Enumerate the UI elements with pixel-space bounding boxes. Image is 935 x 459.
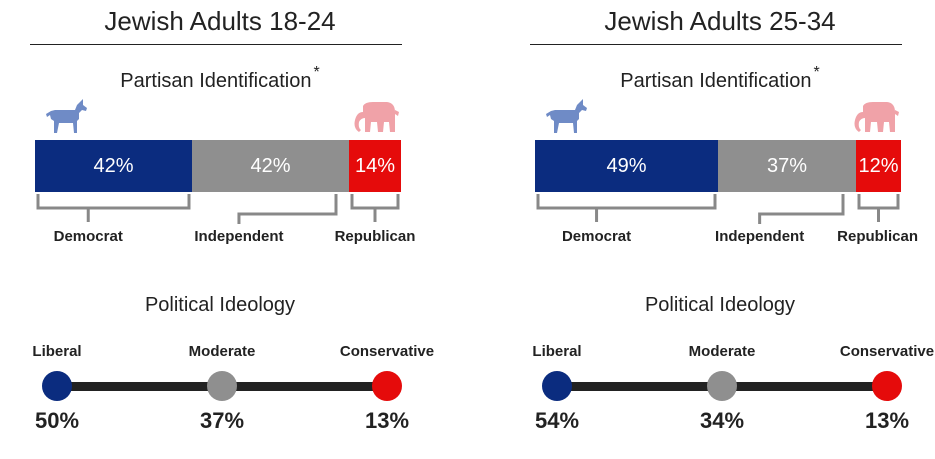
- bar-segment-democrat: 49%: [535, 140, 718, 192]
- party-label-independent: Independent: [194, 228, 284, 245]
- partisan-bar: 49% 37% 12%: [535, 140, 901, 192]
- ideology-value-liberal: 54%: [534, 408, 580, 433]
- ideology-point-moderate: [207, 371, 237, 401]
- ideology-label-conservative: Conservative: [339, 343, 435, 360]
- ideology-label-conservative: Conservative: [839, 343, 935, 360]
- panel-25-34: Jewish Adults 25-34 Partisan Identificat…: [520, 0, 934, 459]
- title-rule: [30, 44, 402, 45]
- footnote-mark: *: [813, 64, 820, 81]
- donkey-icon: [45, 99, 89, 140]
- footnote-mark: *: [313, 64, 320, 81]
- ideology-value-conservative: 13%: [864, 408, 910, 433]
- partisan-subtitle: Partisan Identification *: [20, 64, 420, 93]
- party-label-democrat: Democrat: [53, 228, 123, 245]
- partisan-subtitle: Partisan Identification *: [520, 64, 920, 93]
- party-label-republican: Republican: [837, 228, 918, 245]
- partisan-bar: 42% 42% 14%: [35, 140, 401, 192]
- ideology-point-conservative: [372, 371, 402, 401]
- ideology-point-conservative: [872, 371, 902, 401]
- bar-segment-independent: 42%: [192, 140, 349, 192]
- panel-18-24: Jewish Adults 18-24 Partisan Identificat…: [20, 0, 434, 459]
- ideology-value-conservative: 13%: [364, 408, 410, 433]
- ideology-label-moderate: Moderate: [188, 343, 256, 360]
- party-label-democrat: Democrat: [561, 228, 632, 245]
- bar-value-label: 42%: [93, 154, 134, 177]
- donkey-icon: [545, 99, 589, 140]
- elephant-icon: [851, 100, 901, 139]
- ideology-point-moderate: [707, 371, 737, 401]
- ideology-label-moderate: Moderate: [688, 343, 756, 360]
- ideology-subtitle: Political Ideology: [644, 294, 796, 316]
- bar-value-label: 37%: [766, 154, 808, 177]
- ideology-label-liberal: Liberal: [32, 343, 82, 360]
- ideology-value-moderate: 37%: [199, 408, 245, 433]
- elephant-icon: [351, 100, 401, 139]
- bar-value-label: 49%: [606, 154, 647, 177]
- ideology-value-moderate: 34%: [699, 408, 745, 433]
- bar-segment-independent: 37%: [718, 140, 856, 192]
- partisan-subtitle-text: Partisan Identification: [620, 70, 812, 92]
- party-label-independent: Independent: [715, 228, 805, 245]
- ideology-subtitle: Political Ideology: [144, 294, 296, 316]
- bar-value-label: 12%: [858, 154, 899, 177]
- bar-value-label: 14%: [354, 154, 396, 177]
- ideology-point-liberal: [542, 371, 572, 401]
- chart-title: Jewish Adults 18-24: [104, 6, 336, 36]
- party-label-republican: Republican: [334, 228, 416, 245]
- partisan-subtitle-text: Partisan Identification: [120, 70, 312, 92]
- bar-value-label: 42%: [250, 154, 291, 177]
- bar-segment-democrat: 42%: [35, 140, 192, 192]
- bar-segment-republican: 12%: [856, 140, 901, 192]
- ideology-label-liberal: Liberal: [532, 343, 582, 360]
- ideology-value-liberal: 50%: [34, 408, 80, 433]
- bar-segment-republican: 14%: [349, 140, 401, 192]
- title-rule: [530, 44, 902, 45]
- ideology-point-liberal: [42, 371, 72, 401]
- chart-title: Jewish Adults 25-34: [604, 6, 836, 36]
